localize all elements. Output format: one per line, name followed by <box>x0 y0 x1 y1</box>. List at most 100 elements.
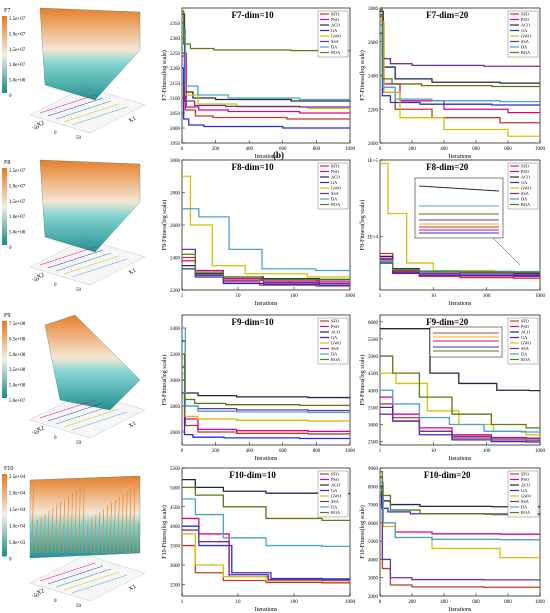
x-tick-label: 600 <box>472 147 480 152</box>
y-tick-label: 2800 <box>170 192 181 197</box>
legend-label: GWO <box>521 494 531 499</box>
colorbar <box>2 168 7 245</box>
legend-label: GWO <box>331 494 341 499</box>
legend-label: ACO <box>521 23 530 28</box>
surface-tick: -50 <box>32 126 39 131</box>
surface-panel-f10: F10 2.5e+04 2.0e+04 1.5e+04 1.0e+04 5.0e+03 0 X… <box>2 466 146 609</box>
surface-spikes <box>31 482 140 554</box>
legend-label: GWO <box>331 341 341 346</box>
chart-3: 1E+5 1E+4 1 10 100 1000 Iterations F8-Fitness(l… <box>359 159 546 307</box>
x-tick-label: 1000 <box>345 600 356 605</box>
legend-label: ACO <box>331 330 340 335</box>
y-tick-label: 3000 <box>170 564 181 569</box>
legend-label: DA <box>521 197 528 202</box>
legend-box <box>507 470 539 518</box>
legend-label: ROA <box>521 50 531 55</box>
inset-line <box>418 185 500 192</box>
series-line-sfo <box>380 494 540 588</box>
series-line-aco <box>380 328 540 392</box>
legend-label: ACO <box>521 330 530 335</box>
y-tick-label: 2200 <box>170 289 181 294</box>
floor-contour <box>47 565 104 585</box>
floor-plane <box>29 238 146 286</box>
colorbar-tick: 1.5e+04 <box>9 508 26 513</box>
y-tick-label: 2400 <box>368 75 379 80</box>
y-tick-label: 2350 <box>170 22 181 27</box>
legend-label: PSO <box>331 169 339 174</box>
series-line-ga <box>182 268 350 286</box>
legend-label: GWO <box>331 34 341 39</box>
series-line-gwo <box>182 372 350 422</box>
legend-label: GA <box>331 335 338 340</box>
surface-mesh <box>44 314 141 411</box>
y-tick-label: 2250 <box>170 52 181 57</box>
series-line-ga <box>182 525 350 580</box>
legend-label: ROA <box>331 510 341 515</box>
x-tick-label: 100 <box>483 449 491 454</box>
colorbar-tick: 1.5e+07 <box>9 48 26 53</box>
surface-axis-x2: X2 <box>36 588 45 597</box>
y-axis-label: F8-Fitness(log scale) <box>359 200 366 251</box>
panel-label: (b) <box>273 150 284 160</box>
floor-contour <box>55 100 112 120</box>
surface-axis-x2: X2 <box>36 120 45 129</box>
floor-contour <box>71 106 128 126</box>
legend-label: SSA <box>521 191 530 196</box>
legend-label: GA <box>331 488 338 493</box>
series-line-gwo <box>380 162 540 273</box>
y-tick-label: 2300 <box>170 37 181 42</box>
colorbar <box>2 16 7 93</box>
y-tick-label: 2500 <box>170 583 181 588</box>
y-tick-label: 1E+4 <box>367 236 378 241</box>
surface-panels: F7 2.5e+07 2.0e+07 1.5e+07 1.0e+07 5.0e+06 0 X2… <box>2 7 146 609</box>
y-tick-label: 9000 <box>368 467 379 472</box>
y-tick-label: 3000 <box>170 379 181 384</box>
legend-label: ACO <box>521 175 530 180</box>
series-line-ssa <box>380 503 540 581</box>
x-tick-label: 800 <box>504 600 512 605</box>
surface-panel-f7: F7 2.5e+07 2.0e+07 1.5e+07 1.0e+07 5.0e+06 0 X2… <box>2 7 146 141</box>
chart-4: 3400 3200 3000 2800 2600 0 200 400 600 800 1000 Ite… <box>161 314 356 462</box>
floor-contour <box>71 574 128 594</box>
legend-label: GA <box>331 28 338 33</box>
x-tick-label: 100 <box>290 294 298 299</box>
legend-label: SFO <box>521 472 529 477</box>
series-line-da <box>380 389 540 433</box>
x-tick-label: 600 <box>472 600 480 605</box>
y-tick-label: 2200 <box>170 67 181 72</box>
x-axis-label: Iterations <box>449 154 472 160</box>
colorbar <box>2 474 7 557</box>
series-line-da <box>380 24 540 103</box>
y-tick-label: 4000 <box>368 558 379 563</box>
y-axis-label: F9-Fitness(log scale) <box>359 355 366 406</box>
legend-label: GA <box>521 180 528 185</box>
legend-label: SSA <box>331 191 340 196</box>
series-line-da <box>380 481 540 541</box>
y-axis-label: F10-Fitness(log scale) <box>161 505 168 559</box>
colorbar-tick: 2.5e+04 <box>9 475 26 480</box>
series-line-roa <box>380 355 540 429</box>
y-tick-label: 2050 <box>170 112 181 117</box>
y-tick-label: 2200 <box>368 108 379 113</box>
colorbar-tick: 2.0e+08 <box>9 384 26 389</box>
y-tick-label: 2000 <box>368 142 379 147</box>
legend-label: DA <box>331 45 338 50</box>
legend-label: SSA <box>331 346 340 351</box>
y-tick-label: 3000 <box>368 423 379 428</box>
legend-label: SSA <box>331 39 340 44</box>
colorbar-tick: 1.0e+07 <box>9 215 26 220</box>
legend-label: SSA <box>521 499 530 504</box>
legend-label: GA <box>521 335 528 340</box>
series-line-da <box>182 498 350 548</box>
legend-box <box>317 162 349 210</box>
legend-label: SFO <box>331 319 339 324</box>
y-tick-label: 2600 <box>368 41 379 46</box>
x-tick-label: 1000 <box>345 449 356 454</box>
y-axis-label: F10-Fitness(log scale) <box>359 505 366 559</box>
y-tick-label: 4000 <box>170 525 181 530</box>
floor-plane <box>29 554 146 602</box>
x-axis-label: Iterations <box>449 607 472 613</box>
